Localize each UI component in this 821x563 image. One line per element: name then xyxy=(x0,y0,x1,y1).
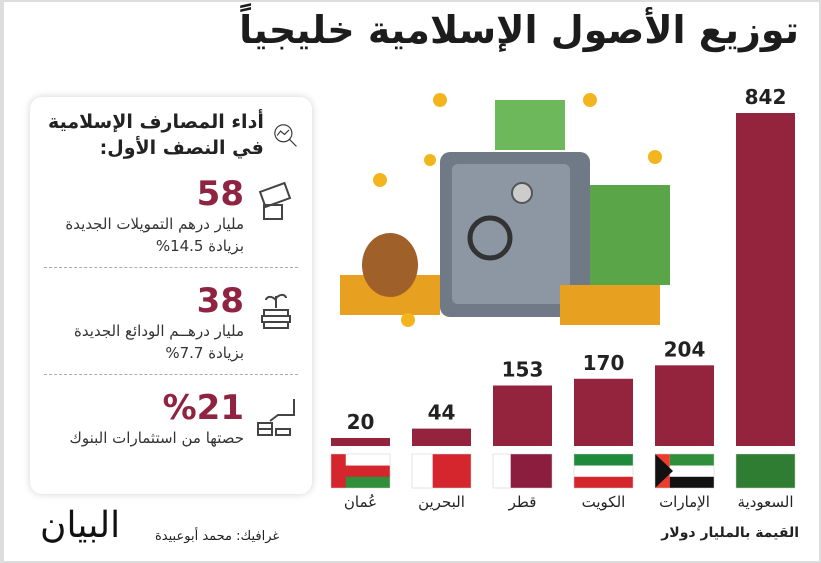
stat-value: 38 xyxy=(196,281,244,321)
divider xyxy=(44,267,298,268)
card-heading: أداء المصارف الإسلامية في النصف الأول: xyxy=(48,111,264,159)
data-label: 153 xyxy=(502,357,544,381)
bar xyxy=(736,113,795,446)
divider xyxy=(44,374,298,375)
data-label: 170 xyxy=(583,351,625,375)
stat-value: 58 xyxy=(196,174,244,214)
category-label: قطر xyxy=(508,493,537,511)
bar xyxy=(574,378,633,446)
unit-label: القيمة بالمليار دولار xyxy=(661,525,799,541)
plant-coins-icon xyxy=(261,293,291,329)
flag-icon xyxy=(735,453,796,489)
category-label: البحرين xyxy=(418,493,465,511)
data-label: 204 xyxy=(664,337,706,361)
data-label: 842 xyxy=(745,85,787,109)
stat-sub: بزيادة 7.7% xyxy=(165,344,244,362)
stat-desc: حصتها من استثمارات البنوك xyxy=(69,429,244,447)
category-label: الإمارات xyxy=(659,493,710,511)
category-label: السعودية xyxy=(737,493,793,511)
data-label: 44 xyxy=(428,401,456,425)
treasure-illustration xyxy=(340,93,670,327)
bar xyxy=(331,438,390,446)
analytics-search-icon xyxy=(274,124,297,147)
page-title: توزيع الأصول الإسلامية خليجياً xyxy=(239,8,799,52)
graphic-credit: غرافيك: محمد أبوعبيدة xyxy=(155,529,280,544)
money-hand-icon xyxy=(258,181,292,220)
stat-investments: %21 حصتها من استثمارات البنوك xyxy=(44,389,298,449)
category-label: الكويت xyxy=(582,493,626,511)
hand-coins-icon xyxy=(257,399,295,436)
stats-card: أداء المصارف الإسلامية في النصف الأول: 5… xyxy=(30,97,312,494)
stat-sub: بزيادة 14.5% xyxy=(155,237,244,255)
stat-deposits: 38 مليار درهــم الودائع الجديدة بزيادة 7.7… xyxy=(44,282,298,364)
flag-icon xyxy=(492,453,553,489)
flag-icon xyxy=(330,453,391,489)
category-label: عُمان xyxy=(344,493,377,511)
flag-icon xyxy=(573,453,634,489)
flag-icon xyxy=(411,453,472,489)
bar xyxy=(655,365,714,446)
bar xyxy=(493,385,552,446)
stat-financing: 58 مليار درهم التمويلات الجديدة بزيادة 14.… xyxy=(44,175,298,257)
stat-desc: مليار درهم التمويلات الجديدة xyxy=(65,215,244,233)
stat-value: %21 xyxy=(162,388,244,428)
bar xyxy=(412,428,471,446)
stat-desc: مليار درهــم الودائع الجديدة xyxy=(74,322,244,340)
albayan-logo: البيان xyxy=(40,505,121,546)
flag-icon xyxy=(654,453,715,489)
data-label: 20 xyxy=(347,410,375,434)
